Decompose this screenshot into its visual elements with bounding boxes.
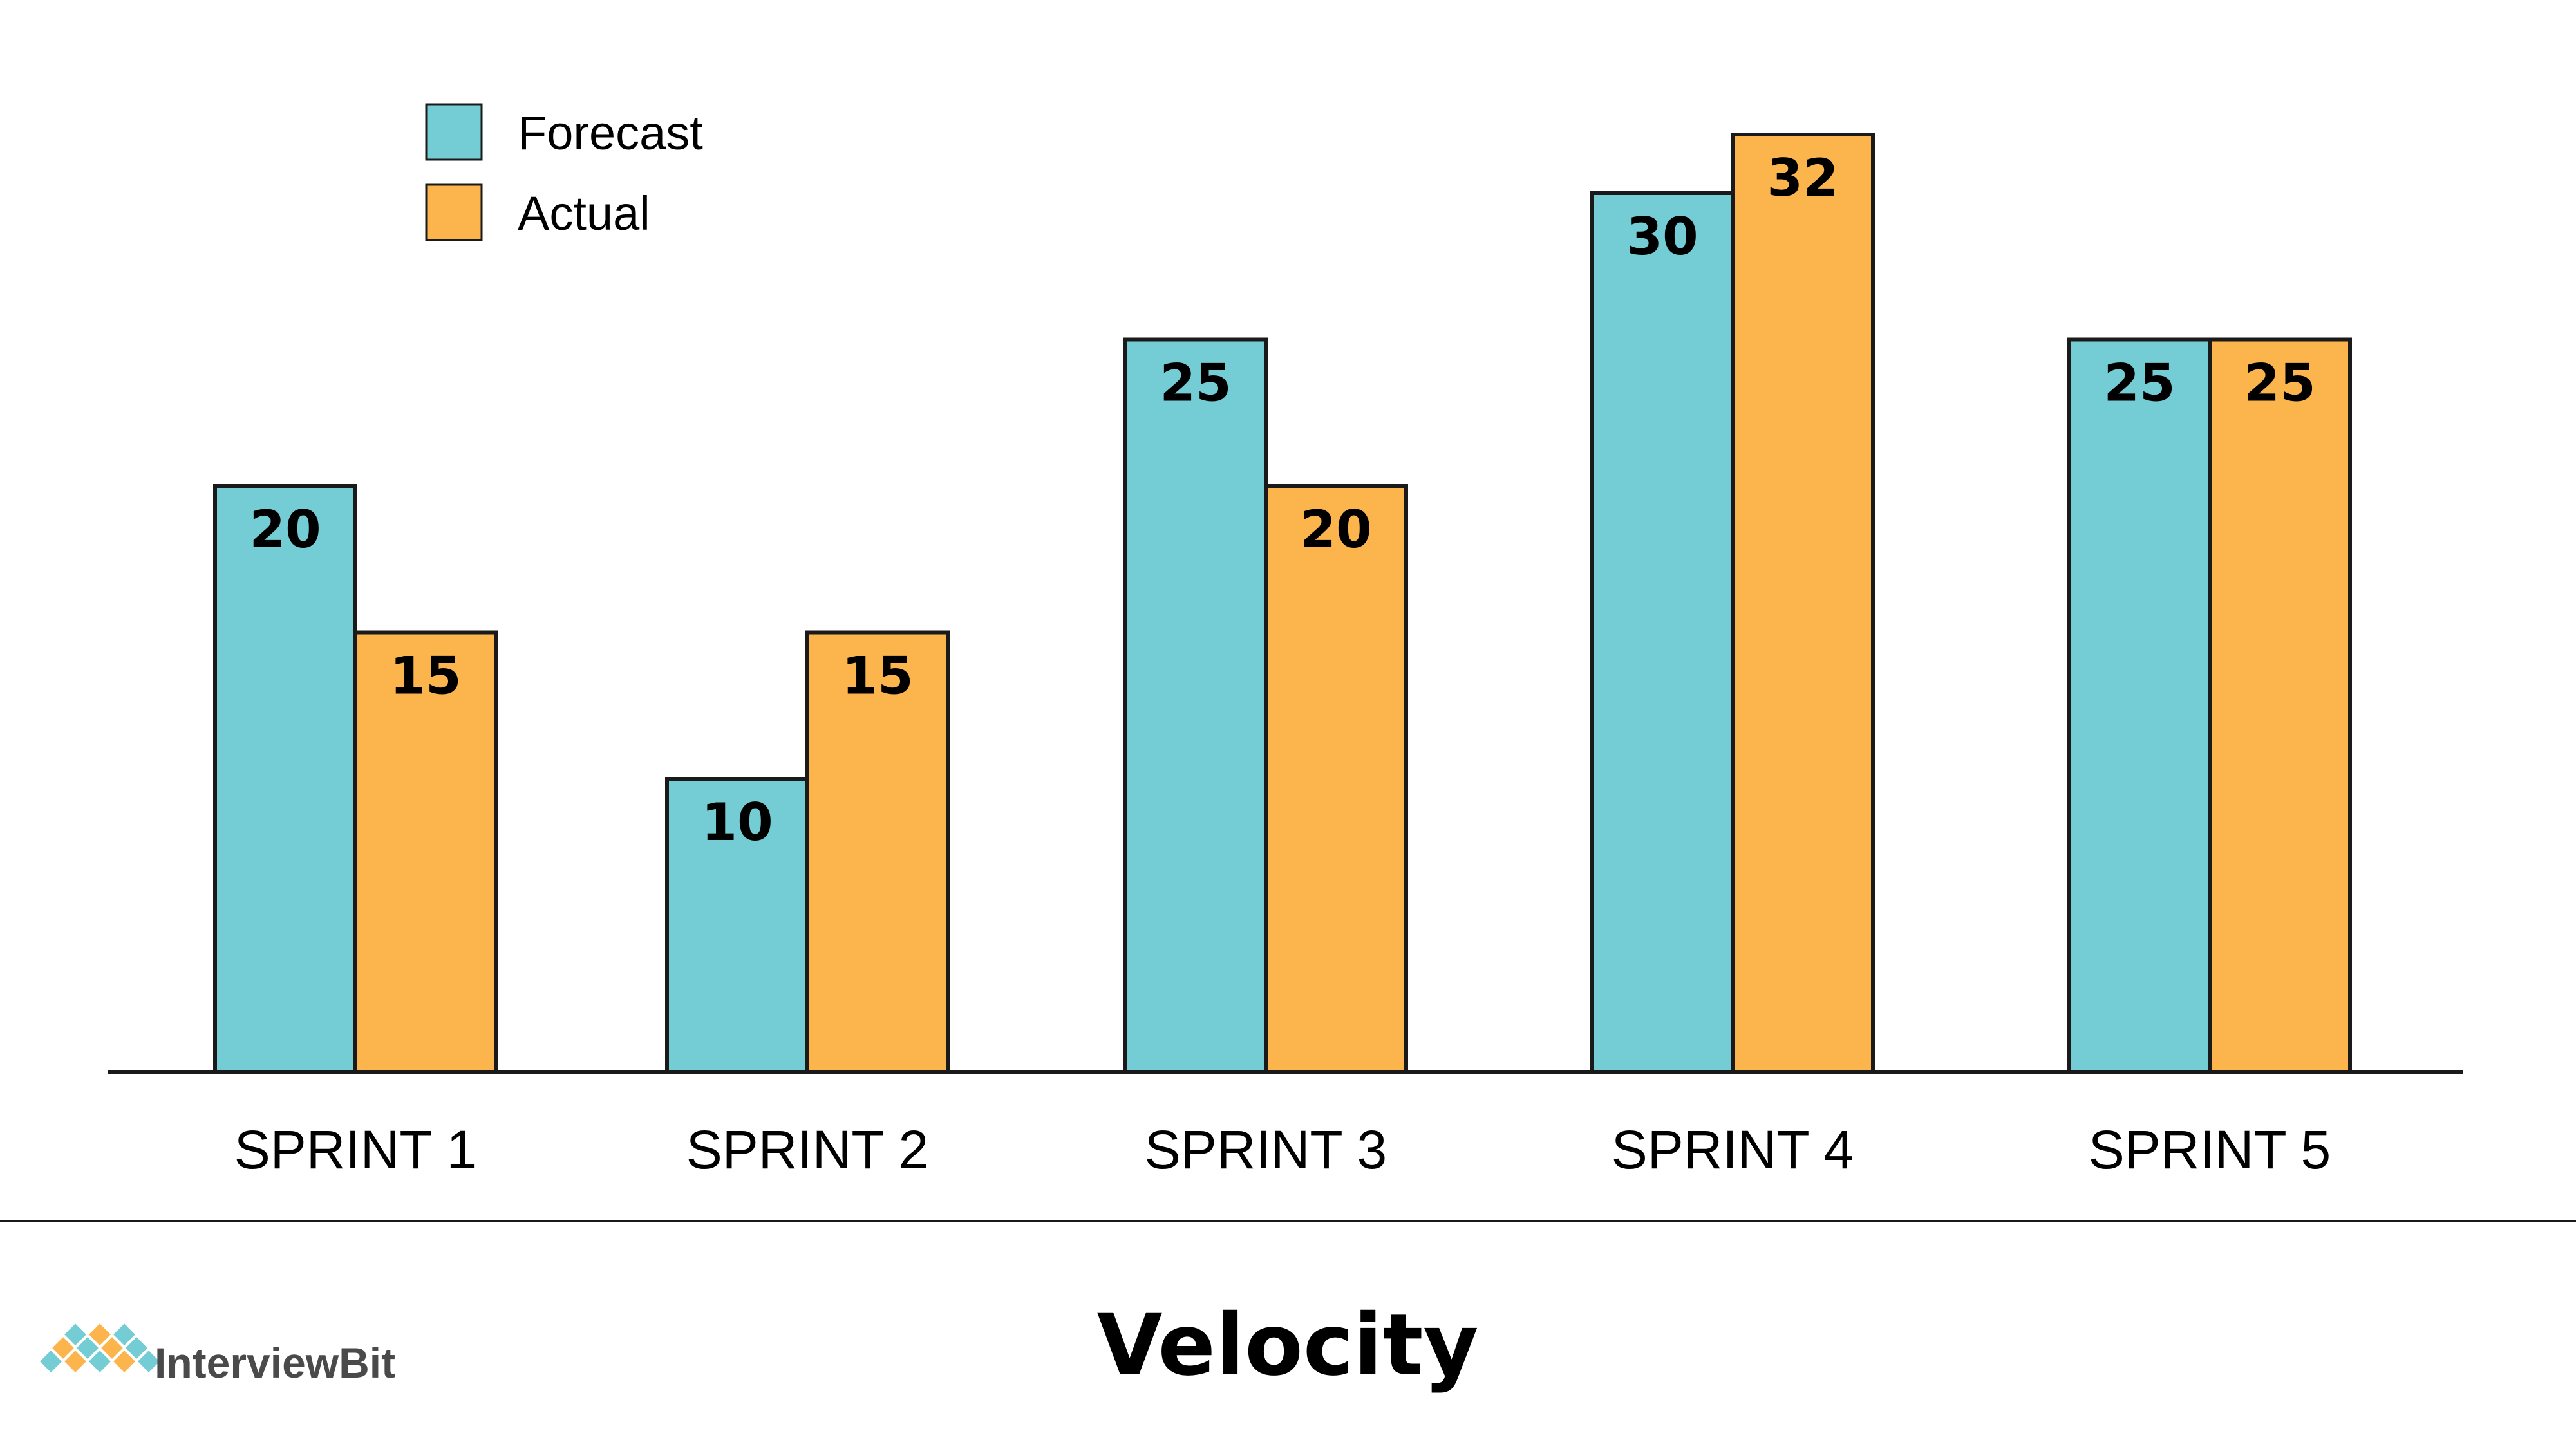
- category-labels: SPRINT 1 SPRINT 2 SPRINT 3 SPRINT 4 SPRINT 5: [234, 1119, 2331, 1180]
- x-tick-label-1: SPRINT 1: [234, 1119, 477, 1180]
- legend-label-forecast: Forecast: [518, 106, 703, 160]
- data-label-actual-5: 25: [2244, 353, 2315, 413]
- logo-diamond: [37, 1347, 65, 1376]
- logo-diamond: [135, 1347, 163, 1376]
- x-tick-label-2: SPRINT 2: [686, 1119, 929, 1180]
- data-label-actual-1: 15: [390, 646, 461, 706]
- bar-forecast-1: [213, 484, 357, 1074]
- legend-swatch-actual: [425, 183, 483, 241]
- data-label-forecast-3: 25: [1160, 353, 1231, 413]
- brand-logo: InterviewBit: [37, 1321, 395, 1387]
- bar-actual-3: [1264, 484, 1408, 1074]
- bar-actual-2: [805, 630, 950, 1074]
- data-label-forecast-5: 25: [2103, 353, 2175, 413]
- x-tick-label-4: SPRINT 4: [1612, 1119, 1854, 1180]
- bars: 20 15 10 15 25 20 30 32 25 25: [213, 133, 2352, 1074]
- data-label-forecast-4: 30: [1626, 207, 1698, 266]
- bar-actual-5: [2208, 337, 2352, 1074]
- logo-text: InterviewBit: [155, 1339, 395, 1387]
- legend-swatch-forecast: [425, 103, 483, 161]
- x-tick-label-5: SPRINT 5: [2089, 1119, 2331, 1180]
- bar-actual-4: [1731, 133, 1875, 1074]
- data-label-actual-3: 20: [1300, 500, 1371, 559]
- legend: Forecast Actual: [425, 103, 703, 241]
- bar-forecast-4: [1590, 191, 1735, 1074]
- chart-title: Velocity: [1096, 1296, 1478, 1395]
- data-label-forecast-2: 10: [701, 792, 773, 852]
- logo-diamond: [110, 1347, 138, 1376]
- logo-diamond: [61, 1347, 89, 1376]
- data-label-actual-2: 15: [841, 646, 913, 706]
- bar-forecast-3: [1123, 337, 1268, 1074]
- legend-label-actual: Actual: [518, 187, 650, 240]
- data-label-forecast-1: 20: [249, 500, 321, 559]
- logo-mark-icon: [37, 1321, 163, 1376]
- logo-diamond: [86, 1347, 114, 1376]
- bar-forecast-5: [2067, 337, 2212, 1074]
- bar-actual-1: [353, 630, 498, 1074]
- bar-forecast-2: [665, 777, 809, 1074]
- x-tick-label-3: SPRINT 3: [1145, 1119, 1387, 1180]
- data-label-actual-4: 32: [1767, 148, 1838, 208]
